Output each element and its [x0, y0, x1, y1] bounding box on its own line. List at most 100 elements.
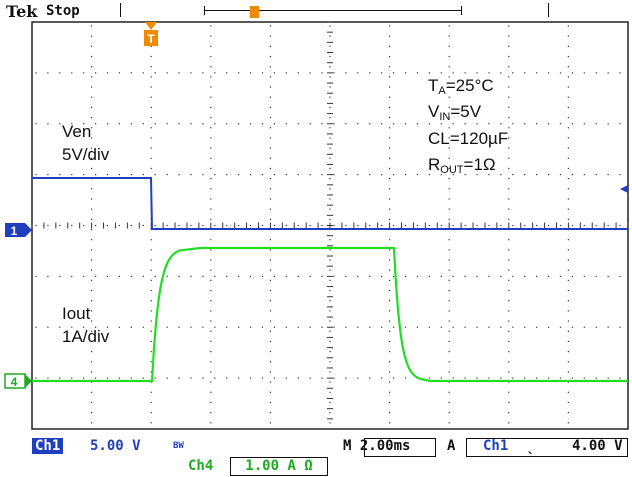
grid-dot: [448, 371, 450, 373]
ch1-readout-label[interactable]: Ch1: [32, 438, 64, 454]
ch4-readout-label[interactable]: Ch4: [188, 458, 214, 474]
grid-dot: [118, 224, 121, 227]
grid-dot: [269, 310, 271, 312]
grid-dot: [130, 123, 132, 125]
grid-dot: [249, 224, 252, 227]
grid-dot: [571, 72, 573, 74]
grid-dot: [440, 123, 442, 125]
grid-dot: [91, 167, 93, 170]
grid-dot: [269, 76, 271, 78]
grid-dot: [416, 224, 419, 227]
grid-dot: [91, 218, 93, 220]
grid-dot: [567, 208, 569, 210]
grid-dot: [309, 174, 311, 176]
iout-scale-label: 1A/div: [62, 327, 110, 346]
grid-dot: [321, 326, 323, 328]
grid-dot: [47, 377, 49, 379]
grid-dot: [416, 174, 419, 176]
grid-dot: [150, 279, 152, 281]
grid-dot: [369, 72, 371, 74]
ch1-scale-readout: 5.00 V: [90, 438, 141, 454]
grid-dot: [524, 275, 526, 277]
grid-dot: [416, 275, 419, 277]
grid-dot: [389, 86, 391, 88]
grid-dot: [59, 72, 61, 74]
grid-dot: [150, 116, 152, 119]
grid-dot: [448, 340, 450, 343]
grid-dot: [285, 174, 287, 176]
grid-dot: [508, 340, 510, 343]
grid-dot: [210, 249, 212, 251]
grid-dot: [210, 310, 212, 312]
grid-dot: [238, 326, 240, 328]
grid-dot: [389, 127, 391, 129]
grid-dot: [389, 147, 391, 149]
grid-dot: [567, 289, 569, 292]
grid-dot: [476, 326, 478, 328]
grid-dot: [448, 239, 450, 241]
grid-dot: [273, 123, 275, 125]
grid-dot: [91, 55, 93, 58]
grid-dot: [269, 340, 271, 343]
grid-dot: [393, 326, 395, 328]
grid-dot: [333, 174, 335, 176]
grid-dot: [329, 157, 331, 159]
grid-dot: [448, 157, 450, 159]
grid-dot: [83, 275, 85, 277]
grid-dot: [214, 72, 216, 74]
grid-dot: [440, 174, 442, 176]
grid-dot: [508, 198, 510, 200]
grid-dot: [448, 208, 450, 210]
grid-dot: [448, 25, 450, 27]
grid-dot: [269, 198, 271, 200]
grid-dot: [464, 123, 466, 125]
grid-dot: [269, 320, 271, 322]
grid-dot: [547, 224, 550, 227]
divider: [120, 3, 121, 17]
grid-dot: [369, 224, 371, 227]
grid-dot: [269, 371, 271, 373]
grid-dot: [583, 326, 585, 328]
grid-dot: [106, 123, 109, 125]
grid-dot: [35, 72, 37, 74]
grid-dot: [150, 96, 152, 98]
grid-dot: [210, 96, 212, 98]
grid-dot: [448, 412, 450, 414]
grid-dot: [91, 279, 93, 281]
grid-dot: [202, 326, 204, 328]
grid-dot: [547, 72, 550, 74]
grid-dot: [210, 330, 212, 332]
grid-dot: [567, 412, 569, 414]
grid-dot: [130, 224, 132, 227]
grid-dot: [448, 259, 450, 261]
grid-dot: [210, 320, 212, 322]
grid-dot: [448, 116, 450, 119]
grid-dot: [91, 198, 93, 200]
grid-dot: [297, 377, 299, 379]
grid-dot: [567, 35, 569, 37]
grid-dot: [321, 174, 323, 176]
grid-dot: [106, 224, 109, 227]
grid-dot: [118, 72, 121, 74]
grid-dot: [448, 269, 450, 271]
grid-dot: [47, 123, 49, 125]
grid-dot: [91, 300, 93, 302]
grid-dot: [448, 361, 450, 363]
grid-dot: [448, 330, 450, 332]
grid-dot: [524, 326, 526, 328]
grid-dot: [329, 96, 331, 98]
grid-dot: [83, 72, 85, 74]
grid-dot: [448, 310, 450, 312]
grid-dot: [448, 188, 450, 190]
grid-dot: [357, 275, 359, 277]
grid-dot: [329, 66, 331, 68]
grid-dot: [595, 174, 597, 176]
grid-dot: [269, 289, 271, 292]
grid-dot: [448, 381, 450, 383]
grid-dot: [559, 72, 562, 74]
grid-dot: [329, 310, 331, 312]
grid-dot: [210, 239, 212, 241]
grid-dot: [202, 377, 204, 379]
grid-dot: [118, 123, 121, 125]
grid-dot: [389, 381, 391, 383]
